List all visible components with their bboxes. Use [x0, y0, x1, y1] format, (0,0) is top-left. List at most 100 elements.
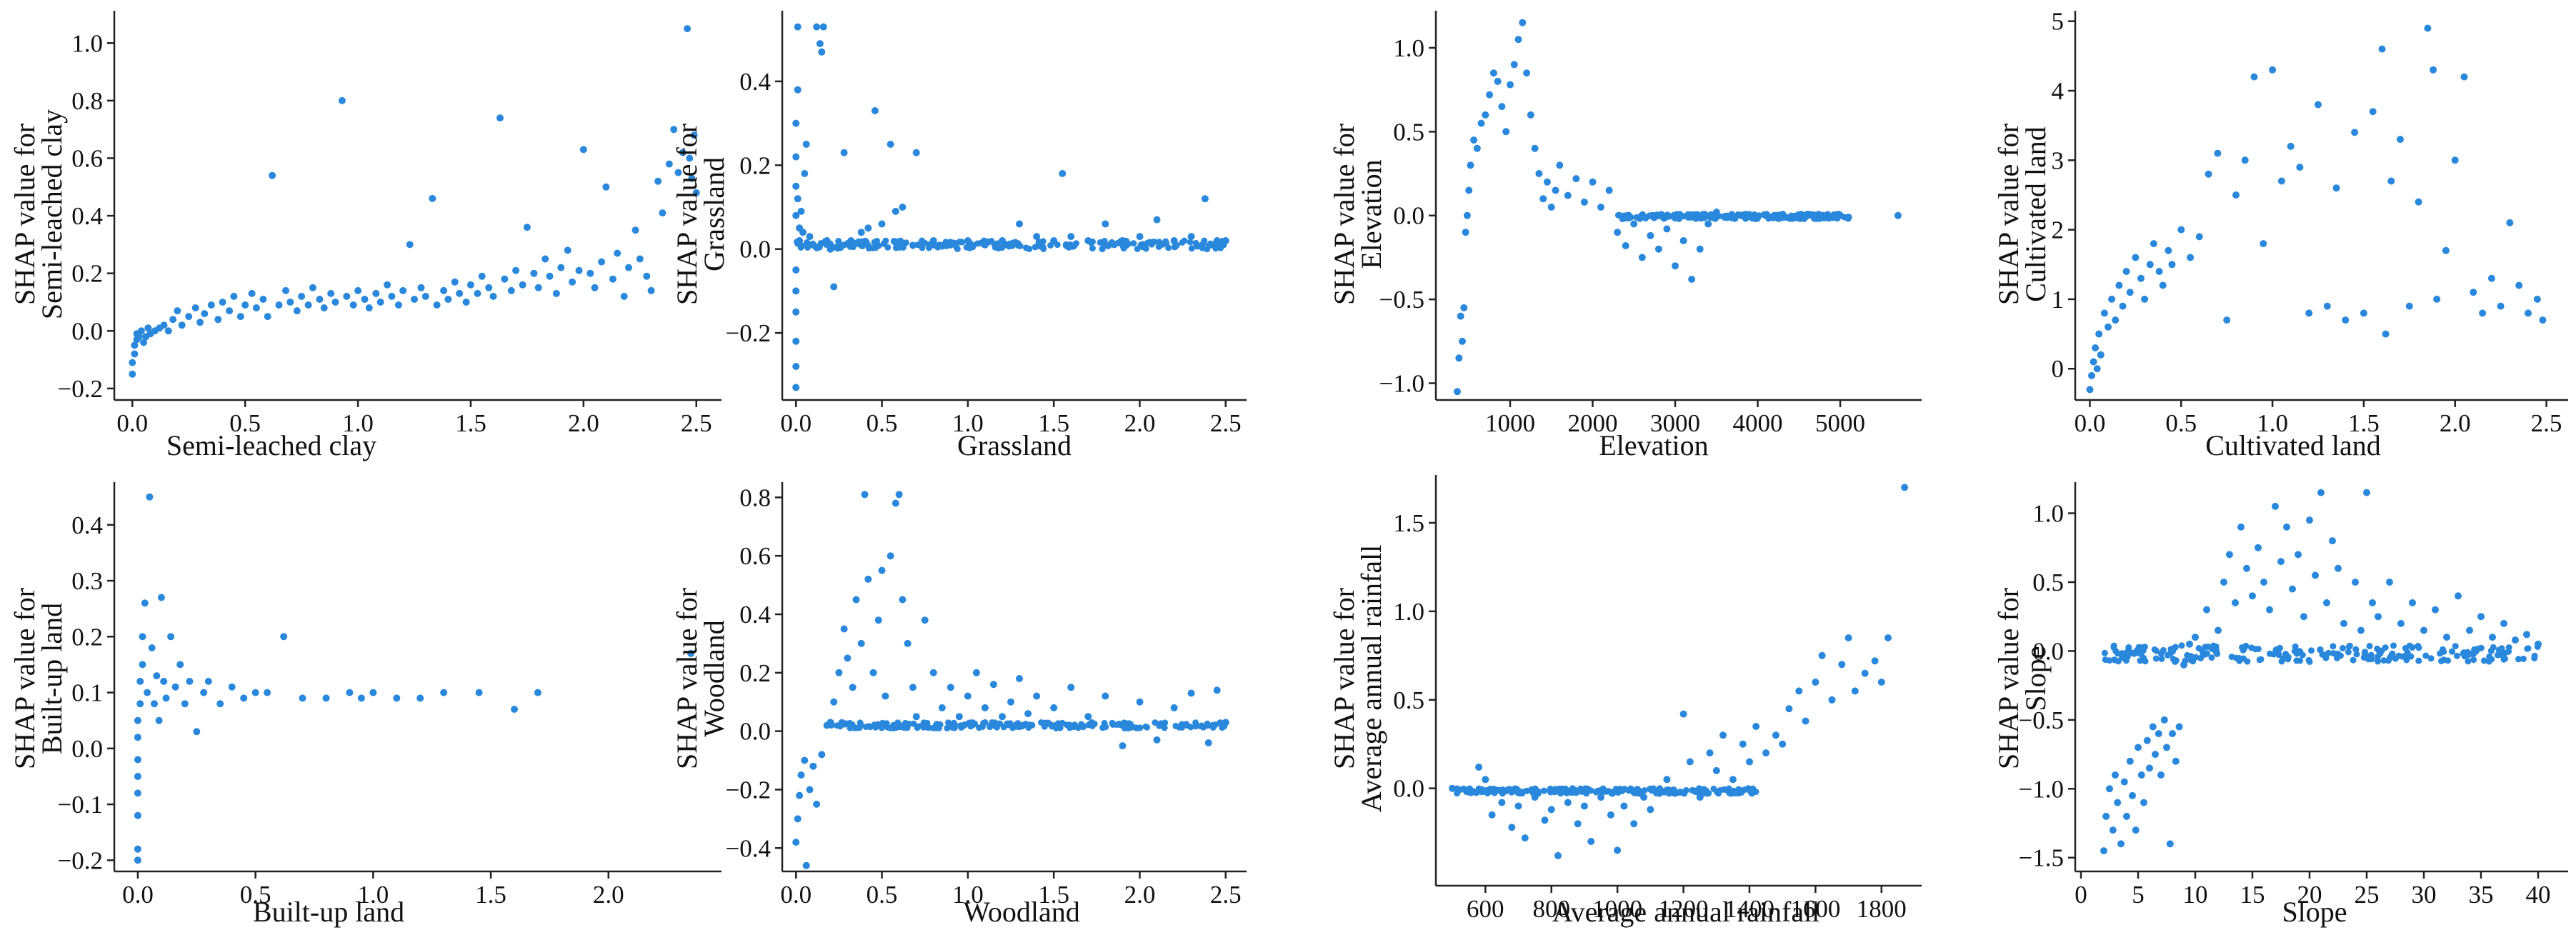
band-point: [1038, 719, 1044, 726]
data-point: [1622, 242, 1629, 249]
data-point: [1531, 794, 1539, 801]
data-point: [474, 289, 481, 297]
data-point: [2283, 523, 2290, 531]
data-point: [1016, 675, 1023, 682]
band-point: [901, 723, 908, 729]
y-tick-label: 0.8: [739, 484, 771, 511]
data-point: [2214, 149, 2222, 157]
band-point: [1540, 787, 1547, 794]
data-point: [186, 677, 194, 685]
data-point: [139, 633, 146, 641]
data-point: [2455, 592, 2462, 600]
data-point: [2117, 840, 2125, 848]
data-point: [792, 384, 800, 391]
data-point: [2357, 626, 2365, 634]
y-tick-label: 0.4: [71, 511, 103, 539]
x-tick-label: 800: [1532, 895, 1570, 923]
x-tick-label: 2.5: [681, 409, 712, 437]
x-tick-label: 1.5: [455, 409, 486, 437]
data-point: [887, 552, 894, 560]
data-point: [2166, 840, 2174, 848]
data-point: [849, 684, 857, 691]
x-tick-label: 0: [2075, 881, 2087, 909]
y-tick-label: −1.0: [2019, 775, 2065, 803]
band-point: [1089, 245, 1096, 252]
data-point: [552, 289, 560, 297]
x-tick-label: 1600: [1790, 895, 1840, 923]
band-point: [2128, 649, 2135, 656]
band-point: [1567, 788, 1574, 795]
data-point: [1477, 119, 1485, 127]
data-point: [2129, 791, 2136, 799]
data-point: [451, 278, 459, 286]
data-point: [1102, 220, 1109, 228]
data-point: [1679, 237, 1687, 244]
y-tick-label: 1.5: [1393, 509, 1424, 537]
data-point: [818, 751, 826, 759]
x-tick-label: 1.0: [342, 409, 374, 437]
data-point: [904, 639, 912, 647]
data-point: [792, 211, 800, 219]
data-point: [835, 669, 843, 676]
data-point: [2108, 295, 2116, 303]
band-point: [994, 724, 1000, 731]
data-point: [2192, 634, 2199, 641]
band-point: [2297, 657, 2304, 664]
data-point: [2405, 302, 2413, 310]
data-point: [2460, 73, 2468, 81]
data-point: [1654, 245, 1662, 253]
data-point: [1851, 687, 1859, 695]
band-point: [1116, 720, 1122, 727]
band-point: [2515, 656, 2522, 663]
data-point: [134, 789, 141, 797]
data-point: [2150, 240, 2157, 248]
band-point: [815, 243, 822, 250]
data-point: [792, 839, 800, 846]
data-point: [388, 292, 396, 300]
band-point: [1670, 786, 1677, 794]
data-point: [1136, 698, 1144, 706]
band-point: [1732, 214, 1739, 221]
data-point: [456, 289, 464, 297]
data-point: [999, 713, 1006, 721]
data-point: [140, 339, 148, 346]
data-point: [2489, 634, 2496, 641]
data-point: [236, 313, 244, 321]
data-point: [1587, 838, 1595, 845]
band-point: [2465, 658, 2472, 665]
data-point: [999, 237, 1006, 244]
data-point: [686, 154, 694, 162]
band-point: [2486, 653, 2493, 660]
data-point: [1672, 262, 1679, 270]
data-point: [2335, 564, 2342, 572]
data-point: [1614, 229, 1622, 236]
panel-cultivated-land: Cultivated land SHAP value for Cultivate…: [1992, 8, 2568, 461]
band-point: [872, 244, 879, 251]
y-tick-label: −0.1: [58, 791, 104, 819]
band-point: [1087, 720, 1094, 727]
y-tick-label: 0.4: [71, 202, 103, 230]
data-point: [1620, 802, 1628, 810]
data-point: [1819, 214, 1827, 221]
data-point: [343, 292, 351, 300]
band-point: [2305, 656, 2312, 664]
data-point: [320, 304, 328, 311]
data-point: [228, 683, 236, 691]
data-point: [191, 304, 199, 311]
data-point: [2515, 281, 2523, 289]
data-point: [1102, 692, 1109, 700]
data-point: [489, 292, 497, 300]
data-point: [2180, 661, 2187, 669]
data-point: [2387, 177, 2395, 185]
band-point: [2399, 653, 2406, 660]
data-point: [1564, 799, 1572, 806]
x-tick-label: 2.0: [1124, 881, 1156, 909]
band-point: [2380, 657, 2387, 664]
data-point: [2226, 551, 2233, 559]
band-point: [2368, 656, 2375, 663]
x-tick-label: 1200: [1659, 895, 1709, 923]
y-tick-label: 0.6: [71, 144, 103, 172]
y-axis-label-line-2: Slope: [2020, 646, 2052, 711]
x-axis-label: Built-up land: [253, 896, 404, 928]
data-point: [322, 694, 330, 702]
